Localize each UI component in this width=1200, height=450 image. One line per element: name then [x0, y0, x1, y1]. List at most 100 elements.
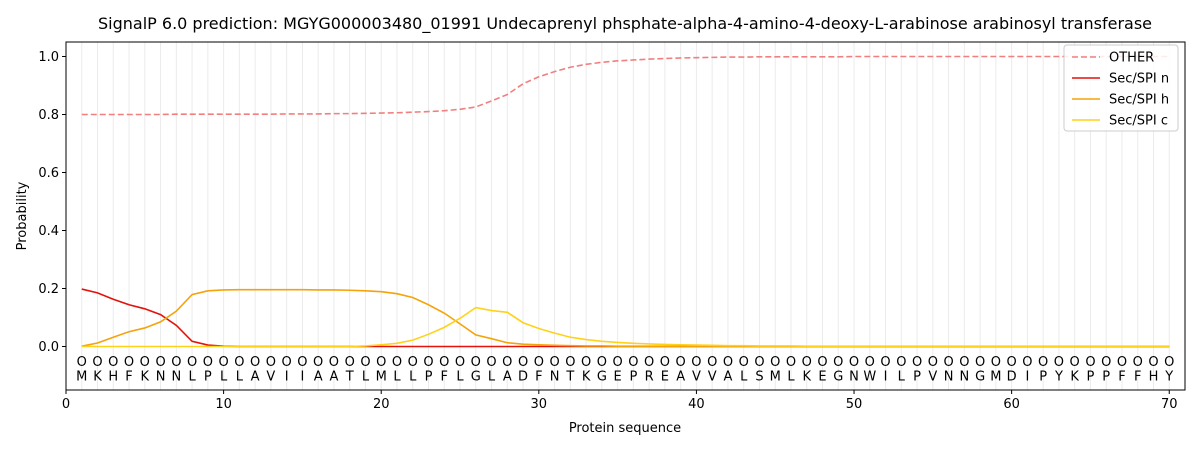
residue-letter: V — [692, 370, 701, 385]
residue-marker: O — [345, 355, 355, 370]
x-axis-label: Protein sequence — [569, 421, 681, 436]
y-tick-label: 0.4 — [38, 224, 59, 239]
residue-marker: O — [865, 355, 875, 370]
residue-marker: O — [628, 355, 638, 370]
residue-marker: O — [1038, 355, 1048, 370]
residue-marker: O — [423, 355, 433, 370]
residue-marker: O — [250, 355, 260, 370]
residue-letter: P — [204, 370, 212, 385]
residue-letter: I — [1025, 370, 1029, 385]
residue-letter: L — [220, 370, 228, 385]
series-line-other — [81, 55, 1170, 116]
residue-marker: O — [723, 355, 733, 370]
residue-letter: L — [188, 370, 196, 385]
residue-letter: K — [141, 370, 150, 385]
residue-marker: O — [1085, 355, 1095, 370]
residue-marker: O — [959, 355, 969, 370]
residue-marker: O — [282, 355, 292, 370]
residue-marker: O — [644, 355, 654, 370]
residue-marker: O — [1117, 355, 1127, 370]
residue-marker: O — [676, 355, 686, 370]
legend-box — [1063, 44, 1179, 132]
residue-letter: A — [676, 370, 685, 385]
residue-marker: O — [833, 355, 843, 370]
residue-marker: O — [613, 355, 623, 370]
residue-marker: O — [1022, 355, 1032, 370]
residue-marker: O — [943, 355, 953, 370]
y-tick-label: 0.6 — [38, 166, 59, 181]
residue-marker: O — [218, 355, 228, 370]
residue-letter: T — [565, 370, 574, 385]
legend-label: Sec/SPI c — [1109, 114, 1168, 129]
residue-letter: G — [597, 370, 607, 385]
series-line-sec-spi-h — [81, 288, 1170, 348]
residue-marker: O — [786, 355, 796, 370]
residue-letter: P — [1087, 370, 1095, 385]
residue-letter: N — [156, 370, 166, 385]
residue-marker: O — [518, 355, 528, 370]
residue-marker: O — [849, 355, 859, 370]
residue-letter: T — [345, 370, 354, 385]
residue-letter: I — [884, 370, 888, 385]
residue-letter: Y — [1164, 370, 1173, 385]
y-axis-label: Probability — [15, 181, 30, 250]
residue-letter: Y — [1054, 370, 1063, 385]
residue-marker: O — [392, 355, 402, 370]
residue-marker: O — [770, 355, 780, 370]
residue-marker: O — [439, 355, 449, 370]
residue-marker: O — [266, 355, 276, 370]
residue-marker: O — [565, 355, 575, 370]
residue-marker: O — [928, 355, 938, 370]
residue-letter: K — [802, 370, 811, 385]
residue-letter: M — [76, 370, 87, 385]
residue-letter: L — [409, 370, 417, 385]
residue-marker: O — [234, 355, 244, 370]
residue-letter: N — [944, 370, 954, 385]
residue-letter: L — [362, 370, 370, 385]
residue-marker: O — [1007, 355, 1017, 370]
residue-letter: F — [441, 370, 448, 385]
residue-letter: L — [787, 370, 795, 385]
residue-letter: A — [503, 370, 512, 385]
x-axis-ticks: 0 10 20 30 40 50 60 70 — [62, 390, 1178, 412]
residue-marker: O — [754, 355, 764, 370]
residue-letter: P — [1039, 370, 1047, 385]
residue-marker: O — [171, 355, 181, 370]
residue-marker: O — [77, 355, 87, 370]
residue-letter: S — [755, 370, 763, 385]
residue-letter: V — [928, 370, 937, 385]
residue-marker: O — [187, 355, 197, 370]
residue-letter: M — [376, 370, 387, 385]
legend-label: Sec/SPI n — [1109, 72, 1169, 87]
x-tick-label: 60 — [1003, 397, 1020, 412]
residue-marker: O — [912, 355, 922, 370]
residue-marker: O — [140, 355, 150, 370]
residue-letter: V — [266, 370, 275, 385]
residue-letter: D — [518, 370, 528, 385]
residue-marker: O — [991, 355, 1001, 370]
residue-letter: E — [661, 370, 669, 385]
residue-marker: O — [108, 355, 118, 370]
plot-frame — [65, 41, 1186, 391]
residue-letter: L — [393, 370, 401, 385]
residue-marker: O — [471, 355, 481, 370]
residue-marker: O — [124, 355, 134, 370]
residue-marker: O — [660, 355, 670, 370]
x-tick-label: 30 — [531, 397, 548, 412]
residue-letter: R — [645, 370, 654, 385]
x-tick-label: 20 — [373, 397, 390, 412]
y-tick-label: 0.8 — [38, 108, 59, 123]
residue-letter: P — [629, 370, 637, 385]
residue-letter: E — [614, 370, 622, 385]
residue-marker: O — [92, 355, 102, 370]
residue-marker: O — [297, 355, 307, 370]
residue-letter: N — [550, 370, 560, 385]
series-line-sec-spi-c — [81, 306, 1170, 348]
y-tick-label: 1.0 — [38, 50, 59, 65]
legend: OTHER Sec/SPI n Sec/SPI h Sec/SPI c — [1063, 44, 1179, 132]
residue-letter: W — [863, 370, 876, 385]
residue-letter: H — [1149, 370, 1159, 385]
residue-letter: K — [93, 370, 102, 385]
